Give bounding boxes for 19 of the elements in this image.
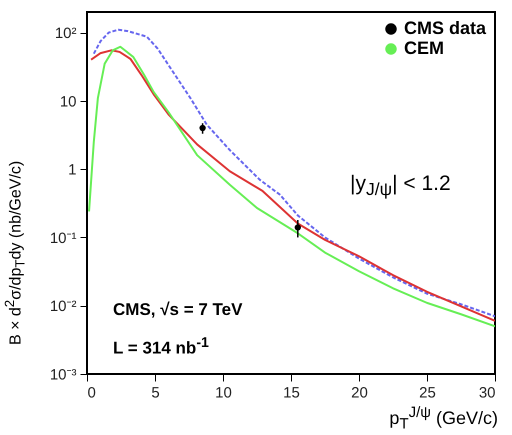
x-tick-label: 30 bbox=[478, 384, 496, 402]
x-tick-label: 15 bbox=[283, 384, 300, 402]
annotation: CMS, √s = 7 TeV bbox=[113, 300, 242, 320]
y-tick-label: 1 bbox=[68, 162, 76, 179]
annotation: L = 314 nb$^{-1}$ bbox=[113, 335, 209, 359]
y-tick-label: 10² bbox=[54, 25, 76, 42]
y-tick-label: 10⁻³ bbox=[50, 366, 76, 384]
y-tick-label: 10 bbox=[60, 93, 76, 110]
y-tick-label: 10⁻¹ bbox=[50, 230, 76, 247]
annotation: |y$_{J/ψ}$| < 1.2 bbox=[350, 172, 451, 200]
x-tick-label: 25 bbox=[419, 384, 436, 402]
x-tick-label: 20 bbox=[351, 384, 368, 402]
legend-label: CMS data bbox=[404, 18, 487, 38]
x-tick-label: 5 bbox=[151, 384, 160, 402]
x-tick-label: 10 bbox=[215, 384, 232, 402]
x-axis-title: p$_{T}$$^{J/ψ}$ (GeV/c) bbox=[389, 404, 498, 433]
y-tick-label: 10⁻² bbox=[50, 298, 76, 316]
legend-label: CEM bbox=[404, 38, 444, 58]
x-tick-label: 0 bbox=[88, 384, 96, 402]
